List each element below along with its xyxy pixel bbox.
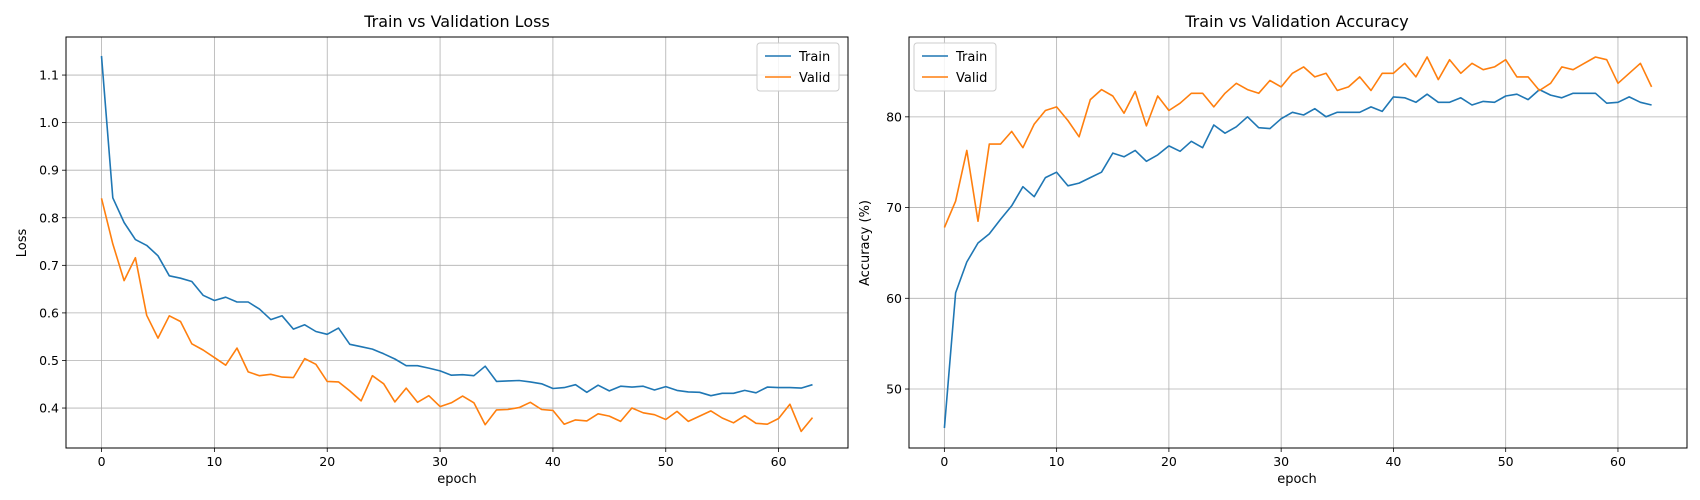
- legend-valid-label: Valid: [956, 71, 987, 86]
- x-tick-label: 30: [1273, 454, 1289, 469]
- x-tick-label: 10: [1049, 454, 1065, 469]
- x-tick-label: 50: [1498, 454, 1514, 469]
- y-tick-label: 80: [886, 109, 902, 124]
- series-line-train: [100, 55, 813, 397]
- series-line-valid: [100, 198, 814, 433]
- plot-frame: [65, 36, 849, 449]
- y-axis-label: Accuracy (%): [858, 200, 873, 286]
- y-tick-label: 0.4: [39, 401, 59, 416]
- y-tick-label: 0.5: [39, 353, 59, 368]
- legend-box: [756, 42, 840, 92]
- chart-title: Train vs Validation Accuracy: [1184, 12, 1409, 31]
- x-tick-label: 40: [1385, 454, 1401, 469]
- chart-title: Train vs Validation Loss: [363, 12, 550, 31]
- legend-train-label: Train: [798, 50, 830, 65]
- series-line-train: [943, 88, 1652, 429]
- x-tick-label: 10: [206, 454, 222, 469]
- legend: Train Valid: [913, 42, 997, 92]
- accuracy-chart: Train vs Validation Accuracy epoch Accur…: [858, 12, 1688, 487]
- y-tick-label: 1.0: [39, 115, 59, 130]
- x-tick-label: 60: [1610, 454, 1626, 469]
- plot-frame: [908, 36, 1688, 449]
- y-tick-label: 0.9: [39, 163, 59, 178]
- x-tick-label: 40: [545, 454, 561, 469]
- y-axis-label: Loss: [15, 229, 30, 258]
- y-tick-label: 50: [886, 382, 902, 397]
- y-tick-label: 70: [886, 200, 902, 215]
- legend-box: [913, 42, 997, 92]
- x-tick-label: 0: [98, 454, 106, 469]
- x-tick-label: 20: [1161, 454, 1177, 469]
- series-line-valid: [943, 56, 1653, 228]
- y-tick-label: 60: [886, 291, 902, 306]
- x-axis-label: epoch: [437, 472, 477, 487]
- x-axis-label: epoch: [1277, 472, 1317, 487]
- x-tick-label: 50: [658, 454, 674, 469]
- loss-chart: Train vs Validation Loss epoch Loss 0 10 2…: [15, 12, 849, 487]
- y-tick-label: 1.1: [39, 68, 59, 83]
- y-tick-label: 0.8: [39, 210, 59, 225]
- legend-train-label: Train: [955, 50, 987, 65]
- x-tick-label: 60: [771, 454, 787, 469]
- legend: Train Valid: [756, 42, 840, 92]
- x-tick-label: 20: [319, 454, 335, 469]
- y-tick-label: 0.6: [39, 305, 59, 320]
- x-tick-label: 30: [432, 454, 448, 469]
- x-tick-label: 0: [940, 454, 948, 469]
- y-tick-label: 0.7: [39, 258, 59, 273]
- legend-valid-label: Valid: [799, 71, 830, 86]
